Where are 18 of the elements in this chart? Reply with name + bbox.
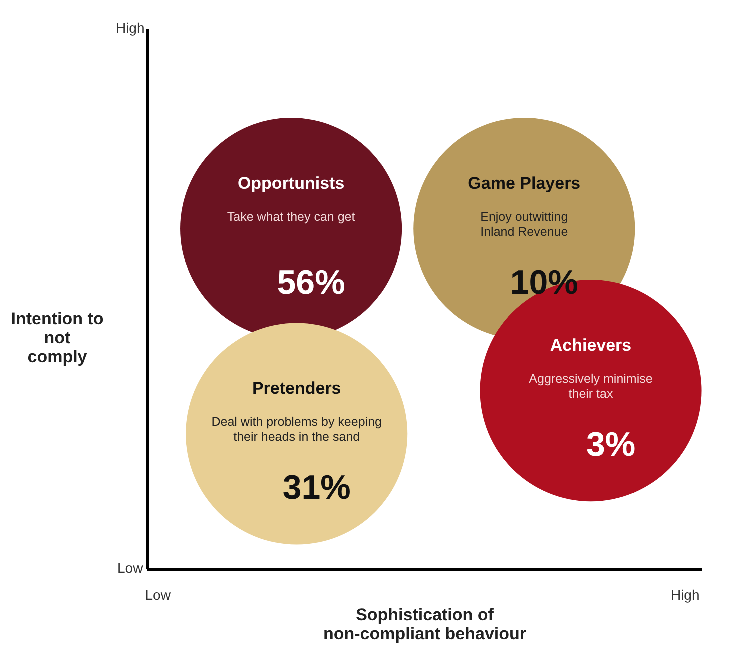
text: Intention to not comply [11, 310, 104, 366]
data-label: 31% [282, 469, 351, 507]
text: Aggressively minimise their tax [529, 372, 653, 401]
data-label: 3% [586, 426, 636, 464]
text: Low [145, 587, 172, 603]
text: High [670, 587, 700, 603]
text: High [116, 20, 145, 36]
category-label: Opportunists [238, 174, 345, 193]
data-label: 56% [277, 264, 346, 302]
data-label: 10% [510, 264, 578, 302]
text: Enjoy outwitting Inland Revenue [480, 210, 568, 239]
text: Sophistication of non-compliant behaviour [323, 606, 527, 644]
text: Low [118, 560, 144, 576]
category-label: Achievers [550, 336, 632, 355]
text: Deal with problems by keeping their heads in the sand [212, 415, 382, 444]
category-label: Game Players [468, 174, 581, 193]
text: Take what they can get [227, 210, 356, 224]
category-label: Pretenders [252, 379, 342, 398]
